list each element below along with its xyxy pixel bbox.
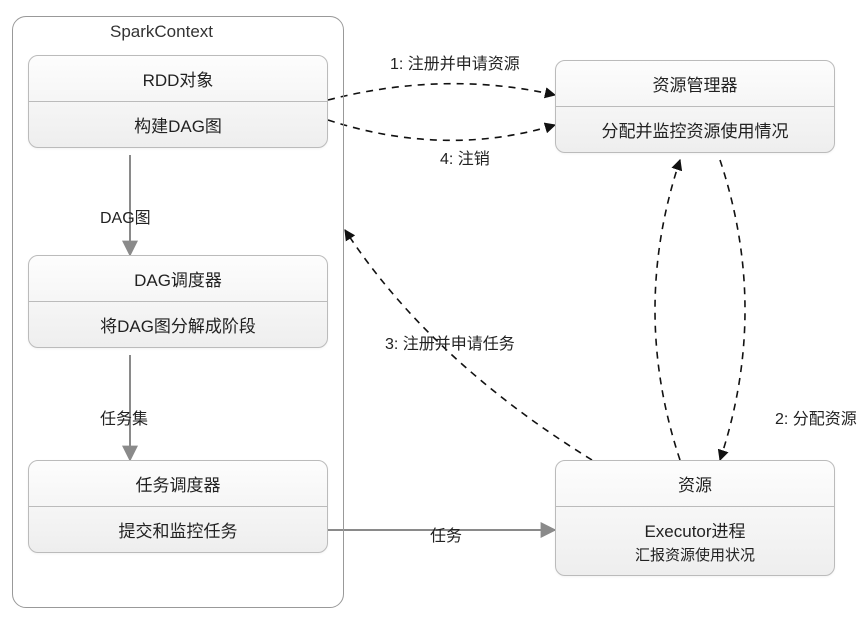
node-rdd: RDD对象 构建DAG图 [28,55,328,148]
label-register-task: 3: 注册并申请任务 [385,330,515,354]
label-unregister: 4: 注销 [440,145,490,169]
node-resource-body: Executor进程 汇报资源使用状况 [556,507,834,575]
label-taskset: 任务集 [100,405,148,429]
edge-report [655,160,680,460]
node-task-body: 提交和监控任务 [29,507,327,552]
node-rdd-header: RDD对象 [29,56,327,102]
label-dag-graph: DAG图 [100,204,151,228]
sparkcontext-label: SparkContext [110,22,213,42]
node-dag-header: DAG调度器 [29,256,327,302]
node-resource-line1: Executor进程 [562,517,828,542]
node-resource-mgr-header: 资源管理器 [556,61,834,107]
label-register: 1: 注册并申请资源 [390,50,520,74]
node-resource-mgr: 资源管理器 分配并监控资源使用情况 [555,60,835,153]
node-rdd-body: 构建DAG图 [29,102,327,147]
node-resource-line2: 汇报资源使用状况 [562,544,828,565]
node-task: 任务调度器 提交和监控任务 [28,460,328,553]
edge-register [328,84,555,100]
edge-unregister [328,120,555,140]
edge-allocate [720,160,745,460]
label-allocate: 2: 分配资源 [775,405,857,429]
node-resource: 资源 Executor进程 汇报资源使用状况 [555,460,835,576]
node-dag-body: 将DAG图分解成阶段 [29,302,327,347]
node-dag: DAG调度器 将DAG图分解成阶段 [28,255,328,348]
node-resource-header: 资源 [556,461,834,507]
label-task: 任务 [430,522,462,546]
node-task-header: 任务调度器 [29,461,327,507]
node-resource-mgr-body: 分配并监控资源使用情况 [556,107,834,152]
